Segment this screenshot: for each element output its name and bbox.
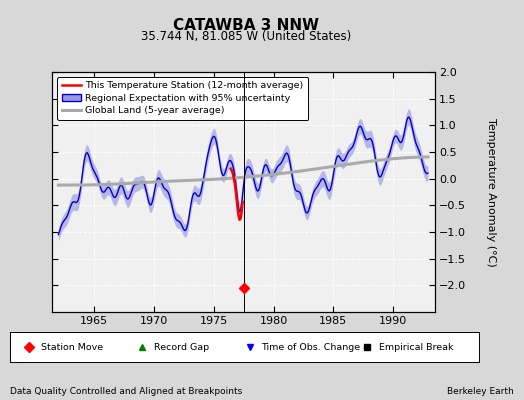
- Text: Record Gap: Record Gap: [154, 342, 209, 352]
- Legend: This Temperature Station (12-month average), Regional Expectation with 95% uncer: This Temperature Station (12-month avera…: [57, 77, 309, 120]
- Text: CATAWBA 3 NNW: CATAWBA 3 NNW: [173, 18, 319, 33]
- Text: Station Move: Station Move: [41, 342, 103, 352]
- Text: 35.744 N, 81.085 W (United States): 35.744 N, 81.085 W (United States): [141, 30, 352, 43]
- Text: Empirical Break: Empirical Break: [379, 342, 453, 352]
- Text: Berkeley Earth: Berkeley Earth: [447, 387, 514, 396]
- Text: Time of Obs. Change: Time of Obs. Change: [261, 342, 361, 352]
- Text: Data Quality Controlled and Aligned at Breakpoints: Data Quality Controlled and Aligned at B…: [10, 387, 243, 396]
- Y-axis label: Temperature Anomaly (°C): Temperature Anomaly (°C): [486, 118, 496, 266]
